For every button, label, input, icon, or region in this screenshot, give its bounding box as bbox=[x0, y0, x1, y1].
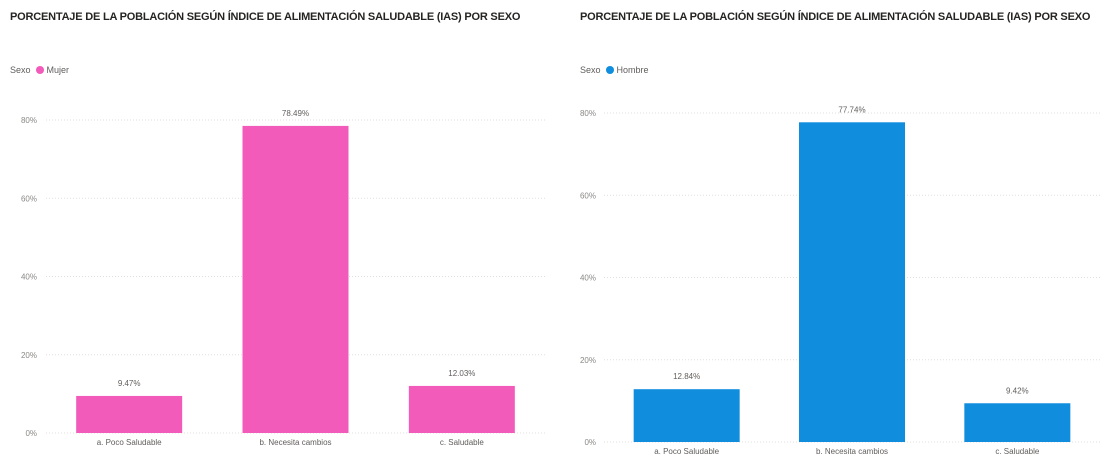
legend-item-mujer[interactable]: Mujer bbox=[46, 65, 70, 75]
legend-marker bbox=[35, 66, 44, 74]
data-label: 78.49% bbox=[282, 109, 309, 118]
y-tick-label: 80% bbox=[580, 109, 596, 118]
x-category-label: b. Necesita cambios bbox=[816, 447, 888, 456]
data-label: 12.03% bbox=[448, 369, 475, 378]
legend-marker bbox=[605, 66, 614, 74]
y-tick-label: 0% bbox=[584, 438, 596, 447]
y-tick-label: 20% bbox=[580, 356, 596, 365]
bar[interactable] bbox=[242, 125, 349, 434]
data-label: 77.74% bbox=[838, 105, 865, 114]
y-tick-label: 60% bbox=[21, 194, 37, 203]
bar[interactable] bbox=[76, 395, 183, 433]
chart-title: PORCENTAJE DE LA POBLACIÓN SEGÚN ÍNDICE … bbox=[10, 11, 521, 23]
y-tick-label: 40% bbox=[580, 274, 596, 283]
bar[interactable] bbox=[633, 389, 740, 442]
bar[interactable] bbox=[408, 385, 515, 433]
y-tick-label: 20% bbox=[21, 351, 37, 360]
chart-title: PORCENTAJE DE LA POBLACIÓN SEGÚN ÍNDICE … bbox=[580, 11, 1091, 23]
legend: Sexo Hombre bbox=[580, 65, 649, 75]
data-label: 12.84% bbox=[673, 372, 700, 381]
data-label: 9.47% bbox=[118, 379, 141, 388]
bar[interactable] bbox=[799, 122, 905, 442]
chart-panel-mujer: PORCENTAJE DE LA POBLACIÓN SEGÚN ÍNDICE … bbox=[10, 11, 545, 447]
legend-label: Sexo bbox=[580, 65, 601, 75]
bar-chart-mujer: 0% 20% 40% 60% 80% 9.47% a. Poco Saludable 78.4… bbox=[21, 109, 545, 447]
x-category-label: a. Poco Saludable bbox=[654, 447, 719, 456]
x-category-label: c. Saludable bbox=[440, 438, 485, 447]
x-category-label: a. Poco Saludable bbox=[97, 438, 162, 447]
y-tick-label: 60% bbox=[580, 191, 596, 200]
y-tick-label: 40% bbox=[21, 273, 37, 282]
legend-label: Sexo bbox=[10, 65, 31, 75]
bar[interactable] bbox=[964, 403, 1071, 442]
x-category-label: c. Saludable bbox=[995, 447, 1040, 456]
y-tick-label: 0% bbox=[25, 429, 37, 438]
bar-chart-hombre: 0% 20% 40% 60% 80% 12.84% a. Poco Saludable 77.… bbox=[580, 105, 1100, 456]
legend: Sexo Mujer bbox=[10, 65, 69, 75]
data-label: 9.42% bbox=[1006, 386, 1029, 395]
chart-panel-hombre: PORCENTAJE DE LA POBLACIÓN SEGÚN ÍNDICE … bbox=[570, 0, 1106, 457]
x-category-label: b. Necesita cambios bbox=[259, 438, 331, 447]
legend-item-hombre[interactable]: Hombre bbox=[616, 65, 649, 75]
y-tick-label: 80% bbox=[21, 116, 37, 125]
